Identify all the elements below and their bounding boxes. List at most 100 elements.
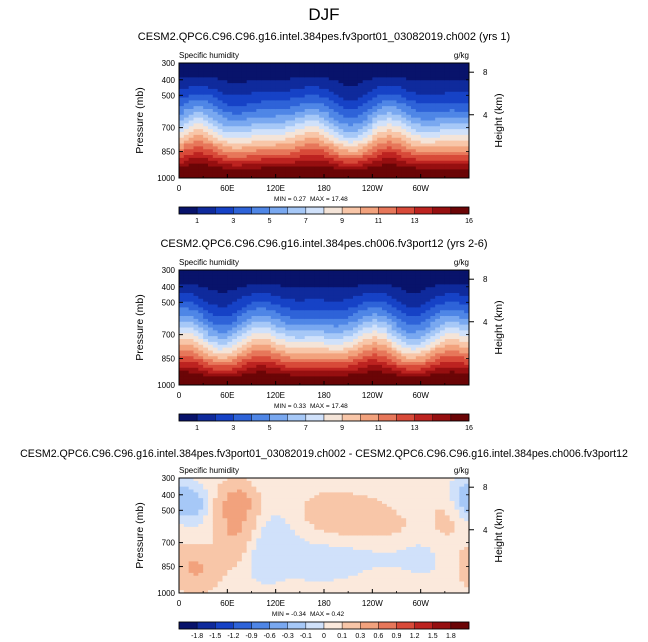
heatmap-cell	[391, 146, 397, 150]
heatmap-cell	[377, 298, 383, 303]
heatmap-cell	[193, 272, 199, 277]
heatmap-cell	[237, 166, 243, 170]
heatmap-cell	[343, 281, 349, 285]
heatmap-cell	[251, 160, 257, 165]
heatmap-cell	[440, 295, 446, 300]
heatmap-cell	[203, 359, 209, 363]
heatmap-cell	[396, 114, 402, 119]
heatmap-cell	[290, 143, 296, 147]
heatmap-cell	[270, 316, 277, 320]
heatmap-cell	[333, 270, 339, 274]
heatmap-cell	[362, 94, 368, 98]
heatmap-cell	[338, 278, 344, 282]
heatmap-cell	[246, 106, 252, 110]
heatmap-cell	[343, 310, 349, 314]
figure-title: DJF	[308, 5, 339, 24]
heatmap-cell	[430, 126, 436, 130]
heatmap-cell	[290, 318, 296, 323]
heatmap-cell	[444, 140, 451, 144]
heatmap-cell	[333, 359, 339, 363]
heatmap-cell	[348, 163, 354, 167]
heatmap-cell	[338, 298, 344, 303]
heatmap-cell	[338, 333, 344, 337]
heatmap-cell	[324, 373, 330, 377]
heatmap-cell	[261, 163, 267, 167]
heatmap-cell	[348, 321, 354, 326]
heatmap-cell	[188, 304, 194, 308]
heatmap-cell	[261, 295, 267, 300]
heatmap-cell	[449, 382, 455, 386]
heatmap-cell	[217, 304, 223, 308]
heatmap-cell	[391, 333, 397, 337]
heatmap-cell	[377, 68, 383, 73]
heatmap-cell	[464, 129, 470, 133]
heatmap-cell	[449, 157, 455, 162]
heatmap-cell	[444, 172, 451, 176]
heatmap-cell	[372, 295, 378, 300]
heatmap-cell	[304, 270, 310, 274]
heatmap-cell	[198, 106, 204, 110]
heatmap-cell	[459, 313, 465, 317]
heatmap-cell	[217, 295, 223, 300]
heatmap-cell	[411, 163, 417, 167]
heatmap-cell	[309, 333, 315, 337]
heatmap-cell	[193, 68, 199, 73]
heatmap-cell	[338, 160, 344, 165]
heatmap-cell	[208, 278, 214, 282]
heatmap-cell	[425, 91, 431, 96]
heatmap-cell	[459, 362, 465, 366]
heatmap-cell	[372, 364, 378, 369]
heatmap-cell	[324, 80, 330, 84]
heatmap-cell	[237, 143, 243, 147]
heatmap-cell	[266, 353, 272, 357]
heatmap-cell	[464, 175, 470, 179]
heatmap-cell	[396, 175, 402, 179]
heatmap-cell	[333, 132, 339, 136]
heatmap-cell	[386, 109, 393, 113]
heatmap-cell	[357, 77, 364, 81]
heatmap-cell	[256, 333, 262, 337]
heatmap-cell	[440, 344, 446, 349]
heatmap-cell	[343, 344, 349, 349]
heatmap-cell	[188, 80, 194, 84]
heatmap-cell	[295, 129, 301, 133]
heatmap-cell	[338, 134, 344, 139]
heatmap-cell	[270, 310, 277, 314]
heatmap-cell	[256, 155, 262, 159]
heatmap-cell	[188, 367, 194, 372]
heatmap-cell	[449, 301, 455, 305]
heatmap-cell	[333, 350, 339, 354]
heatmap-cell	[304, 284, 310, 288]
heatmap-cell	[425, 65, 431, 70]
heatmap-cell	[454, 94, 460, 98]
heatmap-cell	[382, 137, 388, 142]
heatmap-cell	[440, 163, 446, 167]
heatmap-cell	[425, 143, 431, 147]
heatmap-cell	[338, 74, 344, 78]
heatmap-cell	[237, 272, 243, 277]
colorbar-swatch	[287, 206, 307, 215]
heatmap-cell	[203, 100, 209, 104]
heatmap-cell	[406, 313, 412, 317]
heatmap-cell	[212, 304, 219, 308]
heatmap-cell	[420, 304, 426, 308]
heatmap-cell	[415, 111, 422, 116]
heatmap-cell	[179, 339, 185, 343]
heatmap-cell	[324, 140, 330, 144]
heatmap-cell	[280, 74, 286, 78]
heatmap-cell	[401, 270, 407, 274]
heatmap-cell	[183, 301, 190, 305]
heatmap-cell	[299, 132, 306, 136]
heatmap-cell	[382, 160, 388, 165]
heatmap-cell	[232, 284, 238, 288]
heatmap-cell	[203, 160, 209, 165]
heatmap-cell	[386, 86, 393, 90]
heatmap-cell	[227, 275, 233, 280]
heatmap-cell	[285, 356, 291, 360]
heatmap-cell	[411, 350, 417, 354]
units-label: g/kg	[454, 466, 469, 475]
heatmap-cell	[261, 270, 267, 274]
heatmap-cell	[464, 327, 470, 331]
heatmap-cell	[362, 344, 368, 349]
heatmap-cell	[328, 97, 335, 101]
